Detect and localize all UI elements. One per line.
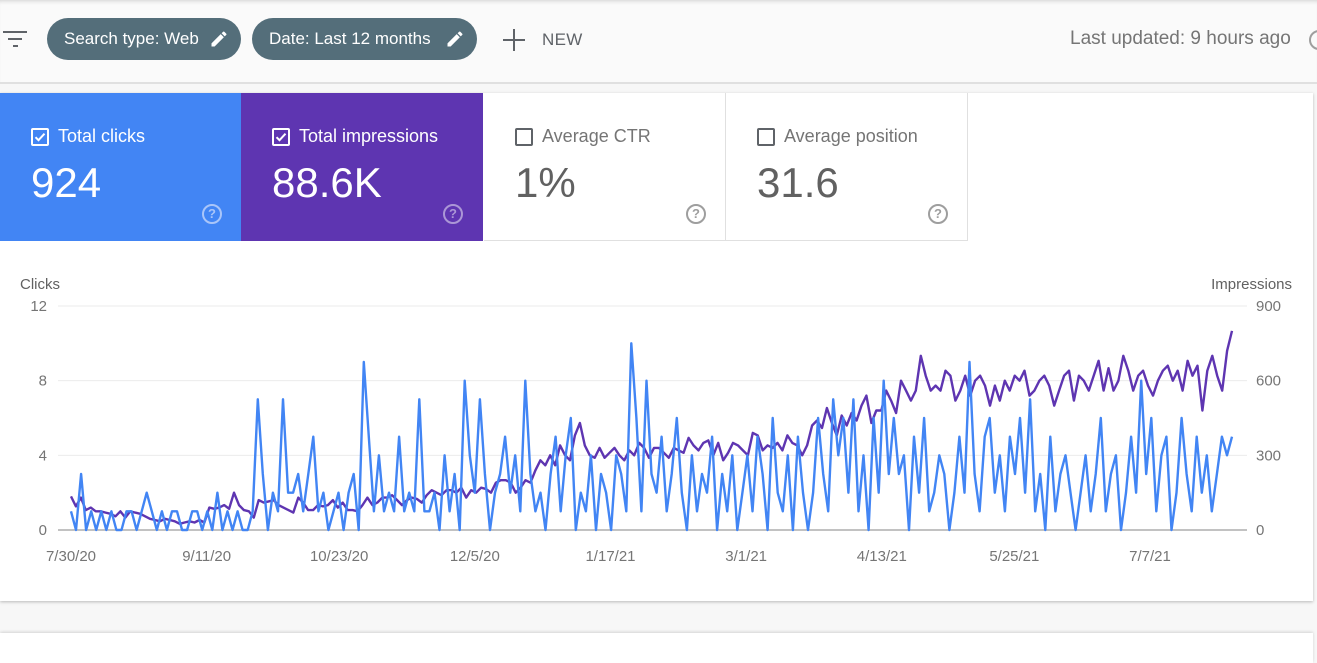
x-tick-label: 12/5/20 [450, 548, 500, 565]
x-tick-label: 9/11/20 [182, 548, 231, 565]
metric-value: 31.6 [757, 159, 839, 206]
metric-label: Average CTR [542, 126, 651, 146]
right-tick-label: 900 [1256, 298, 1281, 315]
series-line-clicks [69, 342, 1234, 532]
checkbox-checked-icon[interactable] [272, 128, 290, 146]
metric-value: 1% [515, 159, 576, 206]
metric-tile-average-position[interactable]: Average position 31.6 ? [726, 93, 968, 241]
x-tick-label: 10/23/20 [310, 548, 368, 565]
x-tick-label: 5/25/21 [989, 548, 1039, 565]
right-tick-label: 0 [1256, 522, 1264, 539]
new-filter-label: NEW [542, 30, 583, 49]
right-tick-label: 600 [1256, 373, 1281, 390]
help-icon[interactable]: ? [928, 204, 948, 224]
help-icon[interactable]: ? [686, 204, 706, 224]
filter-toolbar: Search type: Web Date: Last 12 months NE… [0, 0, 1317, 84]
left-tick-label: 4 [39, 447, 47, 464]
x-tick-label: 4/13/21 [857, 548, 907, 565]
x-tick-label: 7/7/21 [1129, 548, 1171, 565]
left-tick-label: 0 [39, 522, 47, 539]
help-icon[interactable]: ? [443, 204, 463, 224]
metric-label: Average position [784, 126, 918, 146]
left-tick-label: 12 [30, 298, 47, 315]
x-tick-label: 7/30/20 [46, 548, 96, 565]
performance-chart-card: Total clicks 924 ? Total impressions 88.… [0, 93, 1313, 601]
metric-tile-total-impressions[interactable]: Total impressions 88.6K ? [241, 93, 483, 241]
help-icon[interactable]: ? [202, 204, 222, 224]
metric-label: Total impressions [299, 126, 439, 146]
metric-value: 88.6K [272, 159, 382, 206]
performance-line-chart[interactable]: Clicks Impressions 0 4 8 12 0 300 600 900 7/30… [0, 93, 1313, 601]
new-filter-button[interactable]: NEW [503, 25, 583, 55]
chip-label: Date: Last 12 months [269, 29, 431, 48]
right-axis-title: Impressions [1211, 276, 1292, 293]
search-type-chip[interactable]: Search type: Web [47, 18, 241, 60]
x-tick-label: 1/17/21 [585, 548, 635, 565]
left-tick-label: 8 [39, 373, 47, 390]
metric-value: 924 [31, 159, 102, 206]
chip-label: Search type: Web [64, 29, 199, 48]
metric-label: Total clicks [58, 126, 146, 146]
left-axis-title: Clicks [20, 276, 60, 293]
pencil-icon[interactable] [209, 29, 229, 49]
info-icon[interactable] [1309, 30, 1317, 50]
next-card [0, 633, 1313, 663]
date-range-chip[interactable]: Date: Last 12 months [252, 18, 477, 60]
filter-list-icon[interactable] [3, 31, 27, 49]
checkbox-unchecked-icon[interactable] [515, 128, 533, 146]
right-tick-label: 300 [1256, 447, 1281, 464]
metric-tile-total-clicks[interactable]: Total clicks 924 ? [0, 93, 242, 241]
last-updated-text: Last updated: 9 hours ago [1070, 28, 1291, 49]
metric-tile-average-ctr[interactable]: Average CTR 1% ? [484, 93, 726, 241]
plus-icon [503, 29, 525, 51]
pencil-icon[interactable] [445, 29, 465, 49]
checkbox-checked-icon[interactable] [31, 128, 49, 146]
x-tick-label: 3/1/21 [725, 548, 767, 565]
checkbox-unchecked-icon[interactable] [757, 128, 775, 146]
